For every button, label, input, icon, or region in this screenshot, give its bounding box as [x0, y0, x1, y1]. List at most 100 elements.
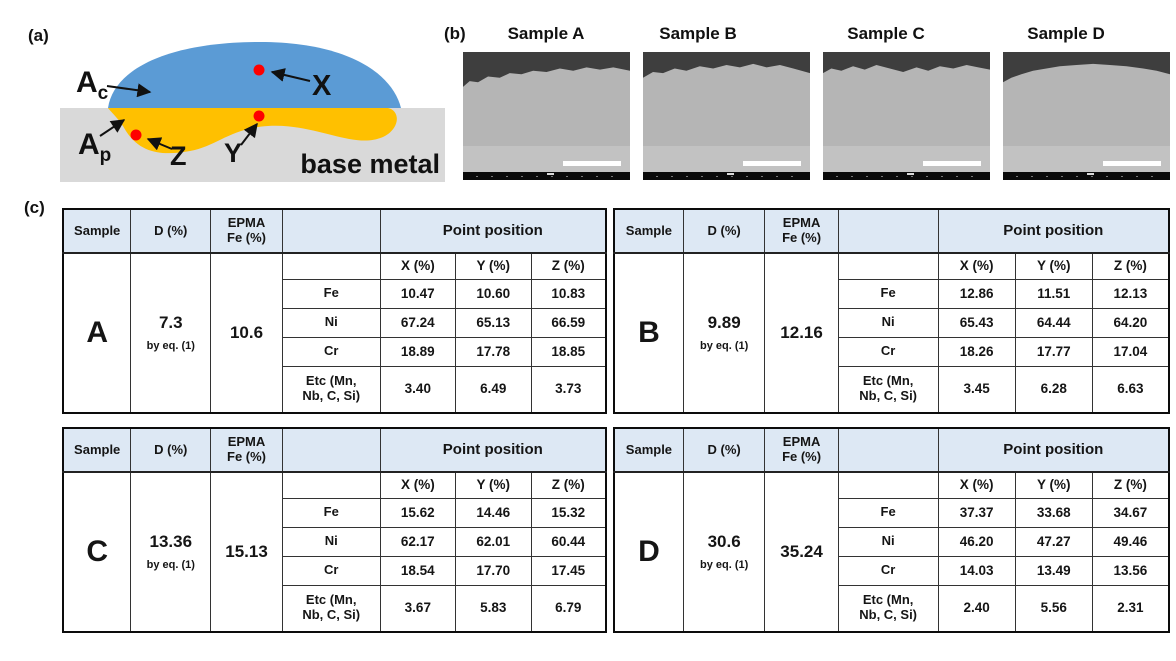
cap-area-label: Ac — [76, 66, 109, 104]
epma-table: Sample D (%) EPMA Fe (%) Point position … — [613, 208, 1170, 414]
subheader-x: X (%) — [937, 471, 1016, 499]
sample-id-cell: B — [613, 252, 684, 414]
dilution-cell: 9.89 by eq. (1) — [682, 252, 766, 414]
element-label: Cr — [837, 336, 939, 367]
header-blank — [837, 208, 939, 254]
panel-a-label: (a) — [28, 26, 49, 45]
element-row-cr: Cr 18.89 17.78 18.85 — [63, 336, 607, 367]
element-row-cr: Cr 18.54 17.70 17.45 — [63, 555, 607, 586]
element-row-cr: Cr 18.26 17.77 17.04 — [614, 336, 1170, 367]
value-z: 6.79 — [530, 584, 607, 633]
value-z: 3.73 — [530, 365, 607, 414]
value-z: 64.20 — [1091, 307, 1170, 338]
header-dilution: D (%) — [682, 208, 766, 254]
cap-arrow — [106, 83, 152, 98]
element-row-fe: Fe 15.62 14.46 15.32 — [63, 497, 607, 528]
element-row-etc: Etc (Mn, Nb, C, Si) 2.40 5.56 2.31 — [614, 584, 1170, 633]
value-x: 3.40 — [379, 365, 457, 414]
value-y: 65.13 — [455, 307, 532, 338]
value-x: 46.20 — [937, 526, 1016, 557]
element-header-blank — [281, 252, 381, 280]
value-z: 17.04 — [1091, 336, 1170, 367]
header-point-position: Point position — [937, 208, 1170, 254]
header-sample: Sample — [62, 427, 132, 473]
epma-table-sample-a: Sample D (%) EPMA Fe (%) Point position … — [62, 208, 607, 414]
subheader-x: X (%) — [379, 252, 457, 280]
sem-porosity-specks — [823, 52, 826, 55]
subheader-x: X (%) — [379, 471, 457, 499]
value-y: 5.83 — [455, 584, 532, 633]
element-label: Etc (Mn, Nb, C, Si) — [281, 584, 381, 633]
sample-id-cell: A — [62, 252, 132, 414]
element-label: Fe — [837, 497, 939, 528]
value-x: 14.03 — [937, 555, 1016, 586]
sem-scale-bar — [563, 161, 621, 166]
header-dilution: D (%) — [682, 427, 766, 473]
element-label: Etc (Mn, Nb, C, Si) — [837, 365, 939, 414]
value-y: 17.78 — [455, 336, 532, 367]
subheader-z: Z (%) — [1091, 471, 1170, 499]
element-row-fe: Fe 12.86 11.51 12.13 — [614, 278, 1170, 309]
value-y: 10.60 — [455, 278, 532, 309]
dilution-cell: 13.36 by eq. (1) — [130, 471, 212, 633]
element-label: Ni — [281, 526, 381, 557]
dilution-value: 7.3 — [158, 313, 183, 333]
sem-base-metal-band — [643, 146, 810, 172]
header-point-position: Point position — [937, 427, 1170, 473]
point-z-arrow — [146, 137, 173, 151]
element-header-blank — [281, 471, 381, 499]
value-x: 18.26 — [937, 336, 1016, 367]
value-z: 12.13 — [1091, 278, 1170, 309]
dilution-cell: 30.6 by eq. (1) — [682, 471, 766, 633]
sample-id-cell: D — [613, 471, 684, 633]
sem-image-sample-a — [463, 52, 630, 180]
penetration-area-label: Ap — [78, 128, 111, 166]
element-label: Fe — [281, 497, 381, 528]
epma-table-sample-d: Sample D (%) EPMA Fe (%) Point position … — [613, 427, 1170, 633]
epma-table-sample-b: Sample D (%) EPMA Fe (%) Point position … — [613, 208, 1170, 414]
base-metal-label: base metal — [300, 149, 440, 179]
value-z: 49.46 — [1091, 526, 1170, 557]
sem-info-bar — [643, 172, 810, 180]
header-dilution: D (%) — [130, 208, 212, 254]
point-x-arrow — [270, 68, 311, 82]
element-header-blank — [837, 471, 939, 499]
weld-cap-region — [108, 42, 401, 108]
dilution-note: by eq. (1) — [700, 339, 749, 352]
header-dilution: D (%) — [130, 427, 212, 473]
epma-table: Sample D (%) EPMA Fe (%) Point position … — [613, 427, 1170, 633]
dilution-note: by eq. (1) — [146, 558, 195, 571]
value-z: 10.83 — [530, 278, 607, 309]
epma-fe-value: 15.13 — [210, 471, 283, 633]
value-y: 62.01 — [455, 526, 532, 557]
epma-fe-value: 35.24 — [764, 471, 839, 633]
value-y: 33.68 — [1014, 497, 1093, 528]
element-row-fe: Fe 10.47 10.60 10.83 — [63, 278, 607, 309]
value-x: 62.17 — [379, 526, 457, 557]
element-row-ni: Ni 65.43 64.44 64.20 — [614, 307, 1170, 338]
header-epma-fe: EPMA Fe (%) — [210, 427, 283, 473]
dilution-cell: 7.3 by eq. (1) — [130, 252, 212, 414]
point-y-arrow — [240, 122, 258, 146]
element-label: Ni — [837, 526, 939, 557]
value-y: 17.70 — [455, 555, 532, 586]
sem-porosity-specks — [463, 52, 466, 55]
value-x: 18.89 — [379, 336, 457, 367]
header-point-position: Point position — [379, 208, 607, 254]
element-label: Ni — [281, 307, 381, 338]
element-row-fe: Fe 37.37 33.68 34.67 — [614, 497, 1170, 528]
value-x: 2.40 — [937, 584, 1016, 633]
value-z: 15.32 — [530, 497, 607, 528]
sem-image-sample-c — [823, 52, 990, 180]
panel-b-label: (b) — [444, 24, 466, 43]
value-y: 11.51 — [1014, 278, 1093, 309]
penetration-region — [108, 108, 397, 154]
element-row-etc: Etc (Mn, Nb, C, Si) 3.40 6.49 3.73 — [63, 365, 607, 414]
value-x: 12.86 — [937, 278, 1016, 309]
element-row-ni: Ni 67.24 65.13 66.59 — [63, 307, 607, 338]
sem-porosity-specks — [643, 52, 646, 55]
header-point-position: Point position — [379, 427, 607, 473]
value-y: 17.77 — [1014, 336, 1093, 367]
sample-id-cell: C — [62, 471, 132, 633]
